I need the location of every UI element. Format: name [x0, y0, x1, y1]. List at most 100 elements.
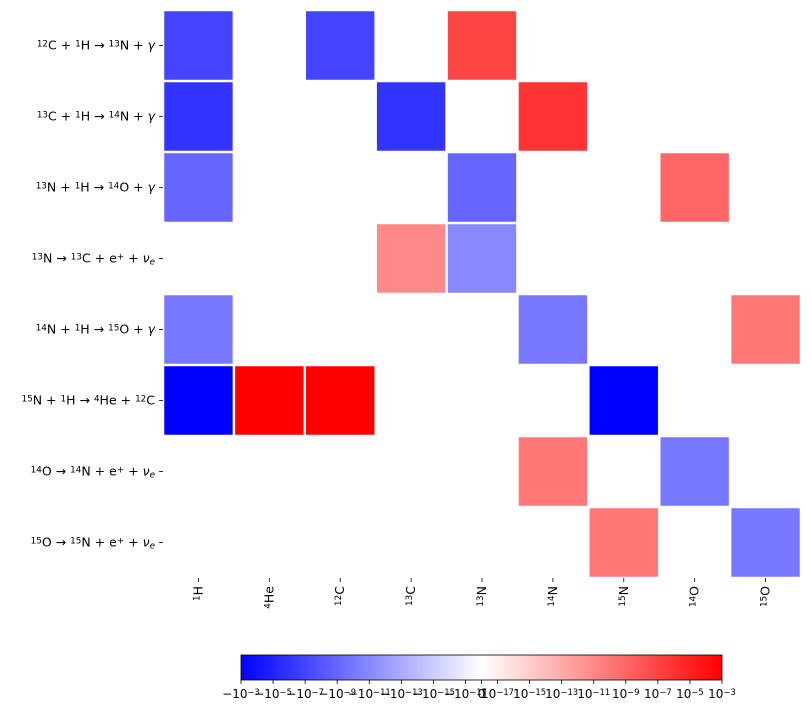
heatmap-cell-r5-H1 — [164, 295, 233, 364]
heatmap-cell-r4-He4 — [235, 224, 304, 293]
heatmap-cell-r8-O14 — [660, 508, 729, 577]
colorbar-tick-label-1: −10−5 — [254, 687, 292, 701]
colorbar-tick-label-13: 10−9 — [612, 687, 640, 701]
heatmap-cell-r8-H1 — [164, 508, 233, 577]
heatmap-cell-r2-N15 — [589, 82, 658, 151]
heatmap-cell-r6-O14 — [660, 366, 729, 435]
heatmap-cell-r5-N14 — [518, 295, 588, 364]
heatmap-cell-r5-He4 — [235, 295, 304, 364]
heatmap-cell-r7-H1 — [164, 437, 233, 506]
heatmap-cell-r7-C12 — [306, 437, 375, 506]
row-label-r1: 12C + 1H → 13N + γ — [37, 38, 156, 53]
heatmap-cell-r4-N14 — [518, 224, 588, 293]
heatmap-cell-r4-O14 — [660, 224, 729, 293]
heatmap-cell-r6-N13 — [447, 366, 517, 435]
column-label-C12: 12C — [332, 586, 347, 606]
heatmap-cell-r7-O14 — [660, 437, 729, 506]
heatmap-cell-r2-N13 — [447, 82, 517, 151]
colorbar-gradient — [240, 654, 723, 681]
heatmap-cell-r1-N14 — [518, 11, 588, 80]
heatmap-cell-r7-N13 — [447, 437, 517, 506]
heatmap-cell-r4-H1 — [164, 224, 233, 293]
heatmap-cell-r6-O15 — [731, 366, 800, 435]
column-label-N14: 14N — [545, 586, 560, 607]
heatmap-cell-r6-N14 — [518, 366, 588, 435]
heatmap-cell-r1-N13 — [447, 11, 517, 80]
heatmap-cell-r8-N14 — [518, 508, 588, 577]
heatmap-cell-r4-N15 — [589, 224, 658, 293]
colorbar-tick-label-0: −10−3 — [222, 687, 260, 701]
heatmap-cell-r6-He4 — [235, 366, 304, 435]
colorbar-tick-label-15: 10−5 — [676, 687, 704, 701]
heatmap-cell-r1-O14 — [660, 11, 729, 80]
colorbar-tick-label-8: 0 — [478, 687, 486, 701]
heatmap-cell-r3-C12 — [306, 153, 375, 222]
heatmap-cell-r3-O15 — [731, 153, 800, 222]
heatmap-cell-r2-N14 — [518, 82, 588, 151]
colorbar-tick-label-7: −10−17 — [444, 687, 487, 701]
colorbar-tick-label-9: 10−17 — [481, 687, 514, 701]
heatmap-cell-r4-C12 — [306, 224, 375, 293]
heatmap-cell-r5-C12 — [306, 295, 375, 364]
heatmap-cell-r5-N13 — [447, 295, 517, 364]
heatmap-cell-r1-C12 — [306, 11, 375, 80]
heatmap-cell-r5-O15 — [731, 295, 800, 364]
column-labels: 1H 4He 12C 13C 13N 14N 15N 14O 15O — [190, 578, 773, 609]
column-label-N13: 13N — [474, 586, 489, 607]
heatmap-cell-r1-He4 — [235, 11, 304, 80]
heatmap-cell-r3-He4 — [235, 153, 304, 222]
row-label-r2: 13C + 1H → 14N + γ — [37, 109, 156, 124]
heatmap-cell-r8-N15 — [589, 508, 658, 577]
heatmap-cell-r8-C13 — [376, 508, 446, 577]
heatmap-cell-r4-O15 — [731, 224, 800, 293]
row-label-r5: 14N + 1H → 15O + γ — [36, 322, 156, 337]
heatmap-cell-r4-C13 — [376, 224, 446, 293]
heatmap-cell-r7-He4 — [235, 437, 304, 506]
heatmap-cell-r6-H1 — [164, 366, 233, 435]
heatmap-cell-r2-He4 — [235, 82, 304, 151]
heatmap-cell-r3-N13 — [447, 153, 517, 222]
heatmap-cell-r2-O14 — [660, 82, 729, 151]
colorbar-tick-label-14: 10−7 — [644, 687, 672, 701]
column-label-N15: 15N — [616, 586, 631, 607]
colorbar-tick-label-6: −10−15 — [412, 687, 455, 701]
row-label-r7: 14O → 14N + e+ + νe — [31, 464, 156, 481]
heatmap-cell-r8-He4 — [235, 508, 304, 577]
column-label-He4: 4He — [261, 586, 276, 609]
column-label-O14: 14O — [687, 586, 702, 607]
colorbar-tick-label-3: −10−9 — [318, 687, 356, 701]
heatmap-cell-r6-N15 — [589, 366, 658, 435]
colorbar-tick-label-10: 10−15 — [513, 687, 546, 701]
colorbar-tick-label-11: 10−13 — [545, 687, 578, 701]
column-label-C13: 13C — [403, 586, 418, 606]
heatmap-cell-r3-H1 — [164, 153, 233, 222]
colorbar-tick-label-16: 10−3 — [708, 687, 736, 701]
colorbar: −10−3−10−5−10−7−10−9−10−11−10−13−10−15−1… — [222, 654, 736, 701]
heatmap-cell-r2-H1 — [164, 82, 233, 151]
heatmap-cell-r5-O14 — [660, 295, 729, 364]
heatmap-cell-r7-N15 — [589, 437, 658, 506]
heatmap-cells — [164, 11, 800, 577]
colorbar-tick-label-2: −10−7 — [286, 687, 324, 701]
heatmap-cell-r7-N14 — [518, 437, 588, 506]
heatmap-cell-r7-O15 — [731, 437, 800, 506]
heatmap-cell-r2-C13 — [376, 82, 446, 151]
heatmap-cell-r8-N13 — [447, 508, 517, 577]
heatmap-cell-r2-C12 — [306, 82, 375, 151]
row-label-r6: 15N + 1H → 4He + 12C — [22, 393, 156, 408]
column-label-H1: 1H — [190, 586, 205, 601]
heatmap-cell-r5-C13 — [376, 295, 446, 364]
heatmap-cell-r8-O15 — [731, 508, 800, 577]
row-label-r4: 13N → 13C + e+ + νe — [32, 251, 156, 268]
heatmap-cell-r1-O15 — [731, 11, 800, 80]
heatmap-cell-r3-N14 — [518, 153, 588, 222]
heatmap-cell-r1-C13 — [376, 11, 446, 80]
colorbar-tick-label-4: −10−11 — [348, 687, 391, 701]
heatmap-cell-r2-O15 — [731, 82, 800, 151]
column-label-O15: 15O — [758, 586, 773, 607]
heatmap-cell-r7-C13 — [376, 437, 446, 506]
row-label-r8: 15O → 15N + e+ + νe — [31, 535, 156, 552]
heatmap-cell-r1-N15 — [589, 11, 658, 80]
heatmap-cell-r6-C13 — [376, 366, 446, 435]
